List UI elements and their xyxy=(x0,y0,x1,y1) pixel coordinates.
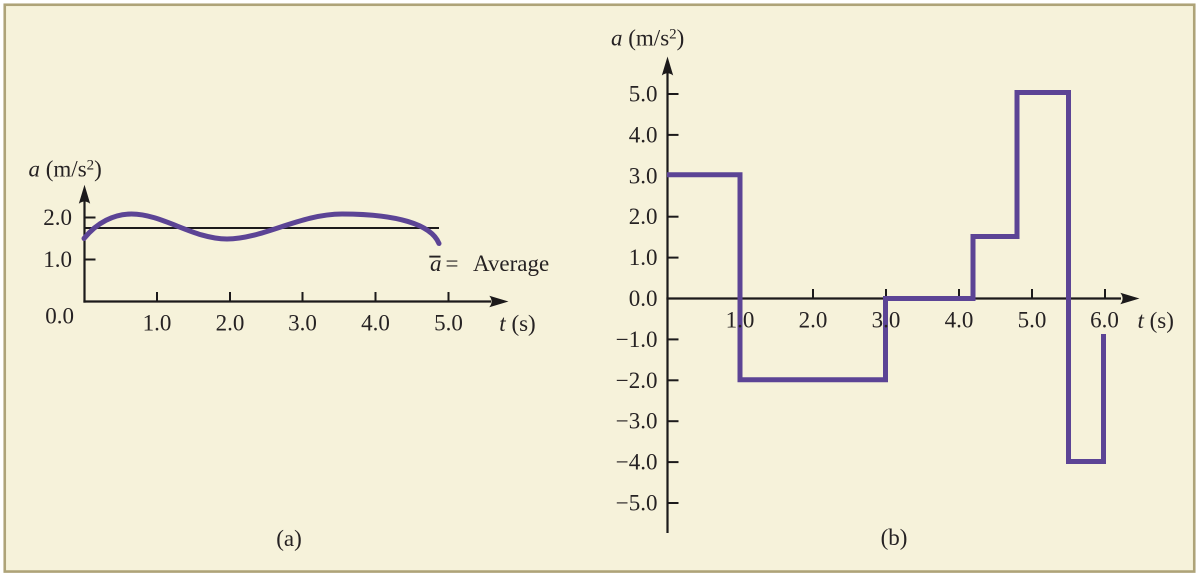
svg-text:0.0: 0.0 xyxy=(629,286,658,311)
svg-text:a (m/s2): a (m/s2) xyxy=(611,26,684,51)
svg-text:2.0: 2.0 xyxy=(43,205,72,230)
svg-text:(a): (a) xyxy=(276,526,302,551)
svg-text:−5.0: −5.0 xyxy=(616,491,658,516)
svg-text:2.0: 2.0 xyxy=(629,204,658,229)
svg-text:1.0: 1.0 xyxy=(726,308,755,333)
svg-text:2.0: 2.0 xyxy=(799,308,828,333)
svg-text:3.0: 3.0 xyxy=(872,308,901,333)
svg-text:0.0: 0.0 xyxy=(45,304,74,329)
svg-text:4.0: 4.0 xyxy=(361,311,390,336)
svg-text:3.0: 3.0 xyxy=(629,163,658,188)
svg-text:5.0: 5.0 xyxy=(1018,308,1047,333)
svg-text:4.0: 4.0 xyxy=(629,122,658,147)
svg-text:1.0: 1.0 xyxy=(629,245,658,270)
svg-text:−2.0: −2.0 xyxy=(616,368,658,393)
svg-text:6.0: 6.0 xyxy=(1090,308,1119,333)
svg-text:3.0: 3.0 xyxy=(288,311,317,336)
svg-text:−1.0: −1.0 xyxy=(616,327,658,352)
svg-text:Average: Average xyxy=(473,251,549,276)
svg-text:(b): (b) xyxy=(881,525,908,550)
svg-text:1.0: 1.0 xyxy=(143,311,172,336)
svg-text:=: = xyxy=(446,251,459,276)
svg-text:1.0: 1.0 xyxy=(43,247,72,272)
svg-text:5.0: 5.0 xyxy=(629,82,658,107)
svg-text:−4.0: −4.0 xyxy=(616,450,658,475)
svg-text:4.0: 4.0 xyxy=(945,308,974,333)
svg-text:t (s): t (s) xyxy=(499,311,535,336)
svg-text:a: a xyxy=(430,251,442,276)
svg-text:t (s): t (s) xyxy=(1138,308,1174,333)
svg-text:5.0: 5.0 xyxy=(434,311,463,336)
svg-text:−3.0: −3.0 xyxy=(616,409,658,434)
svg-text:2.0: 2.0 xyxy=(216,311,245,336)
